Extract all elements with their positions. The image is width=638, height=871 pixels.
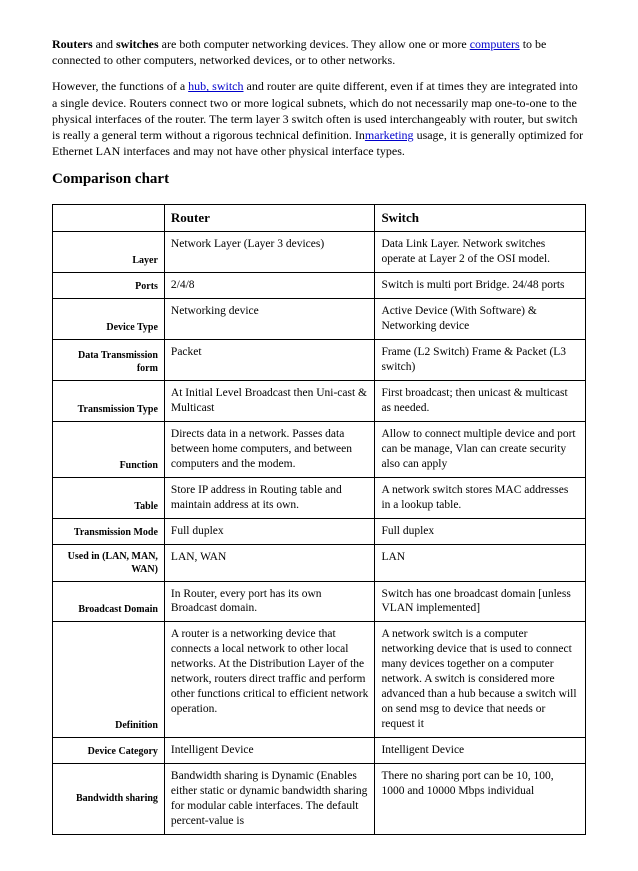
table-row: Broadcast DomainIn Router, every port ha… bbox=[53, 581, 586, 622]
header-switch: Switch bbox=[375, 204, 586, 232]
cell-switch: Active Device (With Software) & Networki… bbox=[375, 299, 586, 340]
table-header-row: Router Switch bbox=[53, 204, 586, 232]
cell-switch: A network switch is a computer networkin… bbox=[375, 622, 586, 738]
table-row: Device CategoryIntelligent DeviceIntelli… bbox=[53, 737, 586, 763]
header-router: Router bbox=[164, 204, 375, 232]
cell-switch: Data Link Layer. Network switches operat… bbox=[375, 232, 586, 273]
cell-router: Full duplex bbox=[164, 518, 375, 544]
cell-router: A router is a networking device that con… bbox=[164, 622, 375, 738]
cell-switch: LAN bbox=[375, 544, 586, 581]
cell-router: Packet bbox=[164, 340, 375, 381]
row-label: Layer bbox=[53, 232, 165, 273]
cell-router: Directs data in a network. Passes data b… bbox=[164, 421, 375, 477]
table-row: Bandwidth sharingBandwidth sharing is Dy… bbox=[53, 763, 586, 834]
table-row: DefinitionA router is a networking devic… bbox=[53, 622, 586, 738]
row-label: Broadcast Domain bbox=[53, 581, 165, 622]
cell-switch: There no sharing port can be 10, 100, 10… bbox=[375, 763, 586, 834]
row-label: Definition bbox=[53, 622, 165, 738]
cell-router: Networking device bbox=[164, 299, 375, 340]
cell-switch: First broadcast; then unicast & multicas… bbox=[375, 381, 586, 422]
cell-switch: Switch has one broadcast domain [unless … bbox=[375, 581, 586, 622]
cell-switch: Switch is multi port Bridge. 24/48 ports bbox=[375, 273, 586, 299]
table-row: LayerNetwork Layer (Layer 3 devices)Data… bbox=[53, 232, 586, 273]
table-row: Transmission ModeFull duplexFull duplex bbox=[53, 518, 586, 544]
table-row: TableStore IP address in Routing table a… bbox=[53, 477, 586, 518]
link-marketing[interactable]: marketing bbox=[365, 128, 414, 142]
intro-paragraph-2: However, the functions of a hub, switch … bbox=[52, 78, 586, 159]
cell-router: At Initial Level Broadcast then Uni-cast… bbox=[164, 381, 375, 422]
cell-switch: A network switch stores MAC addresses in… bbox=[375, 477, 586, 518]
cell-switch: Allow to connect multiple device and por… bbox=[375, 421, 586, 477]
row-label: Bandwidth sharing bbox=[53, 763, 165, 834]
bold-routers: Routers bbox=[52, 37, 93, 51]
row-label: Device Type bbox=[53, 299, 165, 340]
cell-router: Intelligent Device bbox=[164, 737, 375, 763]
comparison-table: Router Switch LayerNetwork Layer (Layer … bbox=[52, 204, 586, 835]
row-label: Function bbox=[53, 421, 165, 477]
table-row: Data Transmission formPacketFrame (L2 Sw… bbox=[53, 340, 586, 381]
cell-router: Store IP address in Routing table and ma… bbox=[164, 477, 375, 518]
link-hub-switch[interactable]: hub, switch bbox=[188, 79, 243, 93]
row-label: Transmission Mode bbox=[53, 518, 165, 544]
cell-switch: Frame (L2 Switch) Frame & Packet (L3 swi… bbox=[375, 340, 586, 381]
comparison-heading: Comparison chart bbox=[52, 169, 586, 189]
cell-router: In Router, every port has its own Broadc… bbox=[164, 581, 375, 622]
row-label: Transmission Type bbox=[53, 381, 165, 422]
cell-switch: Intelligent Device bbox=[375, 737, 586, 763]
row-label: Table bbox=[53, 477, 165, 518]
intro-paragraph-1: Routers and switches are both computer n… bbox=[52, 36, 586, 68]
link-computers[interactable]: computers bbox=[470, 37, 520, 51]
cell-switch: Full duplex bbox=[375, 518, 586, 544]
header-blank bbox=[53, 204, 165, 232]
cell-router: Network Layer (Layer 3 devices) bbox=[164, 232, 375, 273]
cell-router: 2/4/8 bbox=[164, 273, 375, 299]
table-row: Device TypeNetworking deviceActive Devic… bbox=[53, 299, 586, 340]
bold-switches: switches bbox=[116, 37, 159, 51]
table-row: Used in (LAN, MAN, WAN)LAN, WANLAN bbox=[53, 544, 586, 581]
row-label: Device Category bbox=[53, 737, 165, 763]
row-label: Used in (LAN, MAN, WAN) bbox=[53, 544, 165, 581]
table-row: FunctionDirects data in a network. Passe… bbox=[53, 421, 586, 477]
table-row: Ports2/4/8Switch is multi port Bridge. 2… bbox=[53, 273, 586, 299]
table-row: Transmission TypeAt Initial Level Broadc… bbox=[53, 381, 586, 422]
cell-router: Bandwidth sharing is Dynamic (Enables ei… bbox=[164, 763, 375, 834]
row-label: Ports bbox=[53, 273, 165, 299]
cell-router: LAN, WAN bbox=[164, 544, 375, 581]
row-label: Data Transmission form bbox=[53, 340, 165, 381]
